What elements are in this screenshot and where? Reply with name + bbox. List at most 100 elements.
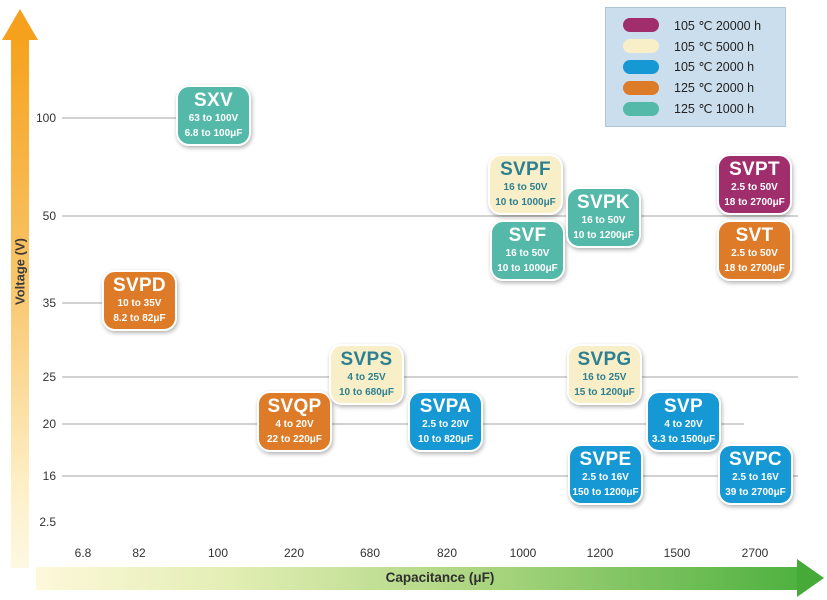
product-badge-svpg: SVPG 16 to 25V 15 to 1200μF	[567, 344, 642, 405]
product-name: SVPD	[113, 274, 166, 296]
product-name: SVPF	[500, 158, 551, 180]
product-capacitance-range: 18 to 2700μF	[724, 263, 785, 275]
product-name: SVPK	[577, 191, 630, 213]
product-capacitance-range: 15 to 1200μF	[574, 387, 635, 399]
legend-swatch-105c-20000h	[623, 18, 659, 33]
product-voltage-range: 2.5 to 20V	[422, 419, 469, 431]
product-name: SVQP	[267, 395, 322, 417]
voltage-axis-arrow-shaft	[11, 38, 29, 568]
legend-item: 125 ℃ 1000 h	[606, 101, 785, 116]
product-name: SVPS	[340, 348, 393, 370]
product-capacitance-range: 10 to 1000μF	[497, 263, 558, 275]
capacitance-axis-arrow-shaft	[36, 567, 798, 590]
product-badge-svpc: SVPC 2.5 to 16V 39 to 2700μF	[718, 444, 793, 505]
gridline-16v	[62, 475, 798, 477]
product-name: SVPC	[729, 448, 782, 470]
product-capacitance-range: 10 to 1200μF	[573, 230, 634, 242]
legend-label: 105 ℃ 5000 h	[674, 39, 755, 54]
x-tick-680: 680	[359, 546, 381, 560]
x-tick-1000: 1000	[509, 546, 537, 560]
product-badge-svpt: SVPT 2.5 to 50V 18 to 2700μF	[717, 154, 792, 215]
product-capacitance-range: 150 to 1200μF	[572, 487, 639, 499]
legend-label: 105 ℃ 20000 h	[674, 18, 762, 33]
product-capacitance-range: 6.8 to 100μF	[184, 128, 243, 140]
product-capacitance-range: 22 to 220μF	[266, 434, 323, 446]
product-voltage-range: 4 to 20V	[664, 419, 703, 431]
product-voltage-range: 4 to 25V	[347, 372, 386, 384]
product-badge-svf: SVF 16 to 50V 10 to 1000μF	[490, 220, 565, 281]
product-voltage-range: 10 to 35V	[117, 298, 162, 310]
voltage-axis-arrow-head-icon	[2, 9, 38, 40]
legend-label: 105 ℃ 2000 h	[674, 60, 755, 75]
product-name: SVPA	[419, 395, 472, 417]
gridline-100v	[62, 117, 250, 119]
x-tick-1500: 1500	[663, 546, 691, 560]
legend-label: 125 ℃ 2000 h	[674, 81, 755, 96]
product-capacitance-range: 8.2 to 82μF	[113, 313, 166, 325]
gridline-50v	[62, 215, 798, 217]
product-name: SVPT	[729, 158, 780, 180]
y-tick-16: 16	[42, 469, 56, 483]
y-tick-20: 20	[42, 417, 56, 431]
legend-swatch-125c-2000h	[623, 80, 659, 95]
x-tick-2700: 2700	[741, 546, 769, 560]
product-badge-svpd: SVPD 10 to 35V 8.2 to 82μF	[102, 270, 177, 331]
x-tick-220: 220	[283, 546, 305, 560]
product-voltage-range: 2.5 to 16V	[732, 472, 779, 484]
product-capacitance-range: 39 to 2700μF	[725, 487, 786, 499]
product-badge-svqp: SVQP 4 to 20V 22 to 220μF	[257, 391, 332, 452]
product-name: SVF	[508, 224, 547, 246]
legend: 105 ℃ 20000 h 105 ℃ 5000 h 105 ℃ 2000 h …	[605, 7, 786, 127]
legend-swatch-125c-1000h	[623, 101, 659, 116]
legend-swatch-105c-2000h	[623, 59, 659, 74]
product-name: SVP	[664, 395, 703, 417]
y-tick-100: 100	[35, 111, 56, 125]
product-badge-svpa: SVPA 2.5 to 20V 10 to 820μF	[408, 391, 483, 452]
gridline-20v	[62, 423, 744, 425]
product-name: SVPG	[577, 348, 632, 370]
x-axis-title: Capacitance (μF)	[385, 570, 495, 585]
product-voltage-range: 16 to 50V	[505, 248, 550, 260]
legend-swatch-105c-5000h	[623, 39, 659, 54]
y-tick-35: 35	[42, 296, 56, 310]
product-voltage-range: 63 to 100V	[188, 113, 239, 125]
product-badge-svps: SVPS 4 to 25V 10 to 680μF	[329, 344, 404, 405]
legend-item: 125 ℃ 2000 h	[606, 80, 785, 95]
product-voltage-range: 2.5 to 16V	[582, 472, 629, 484]
product-badge-svpf: SVPF 16 to 50V 10 to 1000μF	[488, 154, 563, 215]
product-voltage-range: 16 to 50V	[581, 215, 626, 227]
capacitance-axis-arrow-head-icon	[797, 559, 824, 597]
product-name: SXV	[194, 89, 233, 111]
x-tick-1200: 1200	[586, 546, 614, 560]
product-badge-svpk: SVPK 16 to 50V 10 to 1200μF	[566, 187, 641, 248]
product-name: SVPE	[579, 448, 632, 470]
gridline-25v	[62, 376, 798, 378]
product-voltage-range: 16 to 50V	[503, 182, 548, 194]
x-tick-820: 820	[436, 546, 458, 560]
y-tick-25: 25	[42, 370, 56, 384]
x-tick-100: 100	[207, 546, 229, 560]
product-capacitance-range: 3.3 to 1500μF	[651, 434, 716, 446]
product-capacitance-range: 10 to 1000μF	[495, 197, 556, 209]
product-badge-svp: SVP 4 to 20V 3.3 to 1500μF	[646, 391, 721, 452]
product-capacitance-range: 10 to 680μF	[338, 387, 395, 399]
x-tick-6-8: 6.8	[74, 546, 92, 560]
product-badge-svt: SVT 2.5 to 50V 18 to 2700μF	[717, 220, 792, 281]
y-tick-50: 50	[42, 209, 56, 223]
product-name: SVT	[735, 224, 774, 246]
product-capacitance-range: 18 to 2700μF	[724, 197, 785, 209]
product-capacitance-range: 10 to 820μF	[417, 434, 474, 446]
product-voltage-range: 16 to 25V	[582, 372, 627, 384]
product-voltage-range: 2.5 to 50V	[731, 248, 778, 260]
legend-item: 105 ℃ 20000 h	[606, 18, 785, 33]
legend-item: 105 ℃ 2000 h	[606, 59, 785, 74]
product-badge-sxv: SXV 63 to 100V 6.8 to 100μF	[176, 85, 251, 146]
product-badge-svpe: SVPE 2.5 to 16V 150 to 1200μF	[568, 444, 643, 505]
product-voltage-range: 4 to 20V	[275, 419, 314, 431]
legend-item: 105 ℃ 5000 h	[606, 39, 785, 54]
product-voltage-range: 2.5 to 50V	[731, 182, 778, 194]
y-tick-2-5: 2.5	[39, 515, 56, 529]
x-tick-82: 82	[132, 546, 146, 560]
legend-label: 125 ℃ 1000 h	[674, 102, 755, 117]
